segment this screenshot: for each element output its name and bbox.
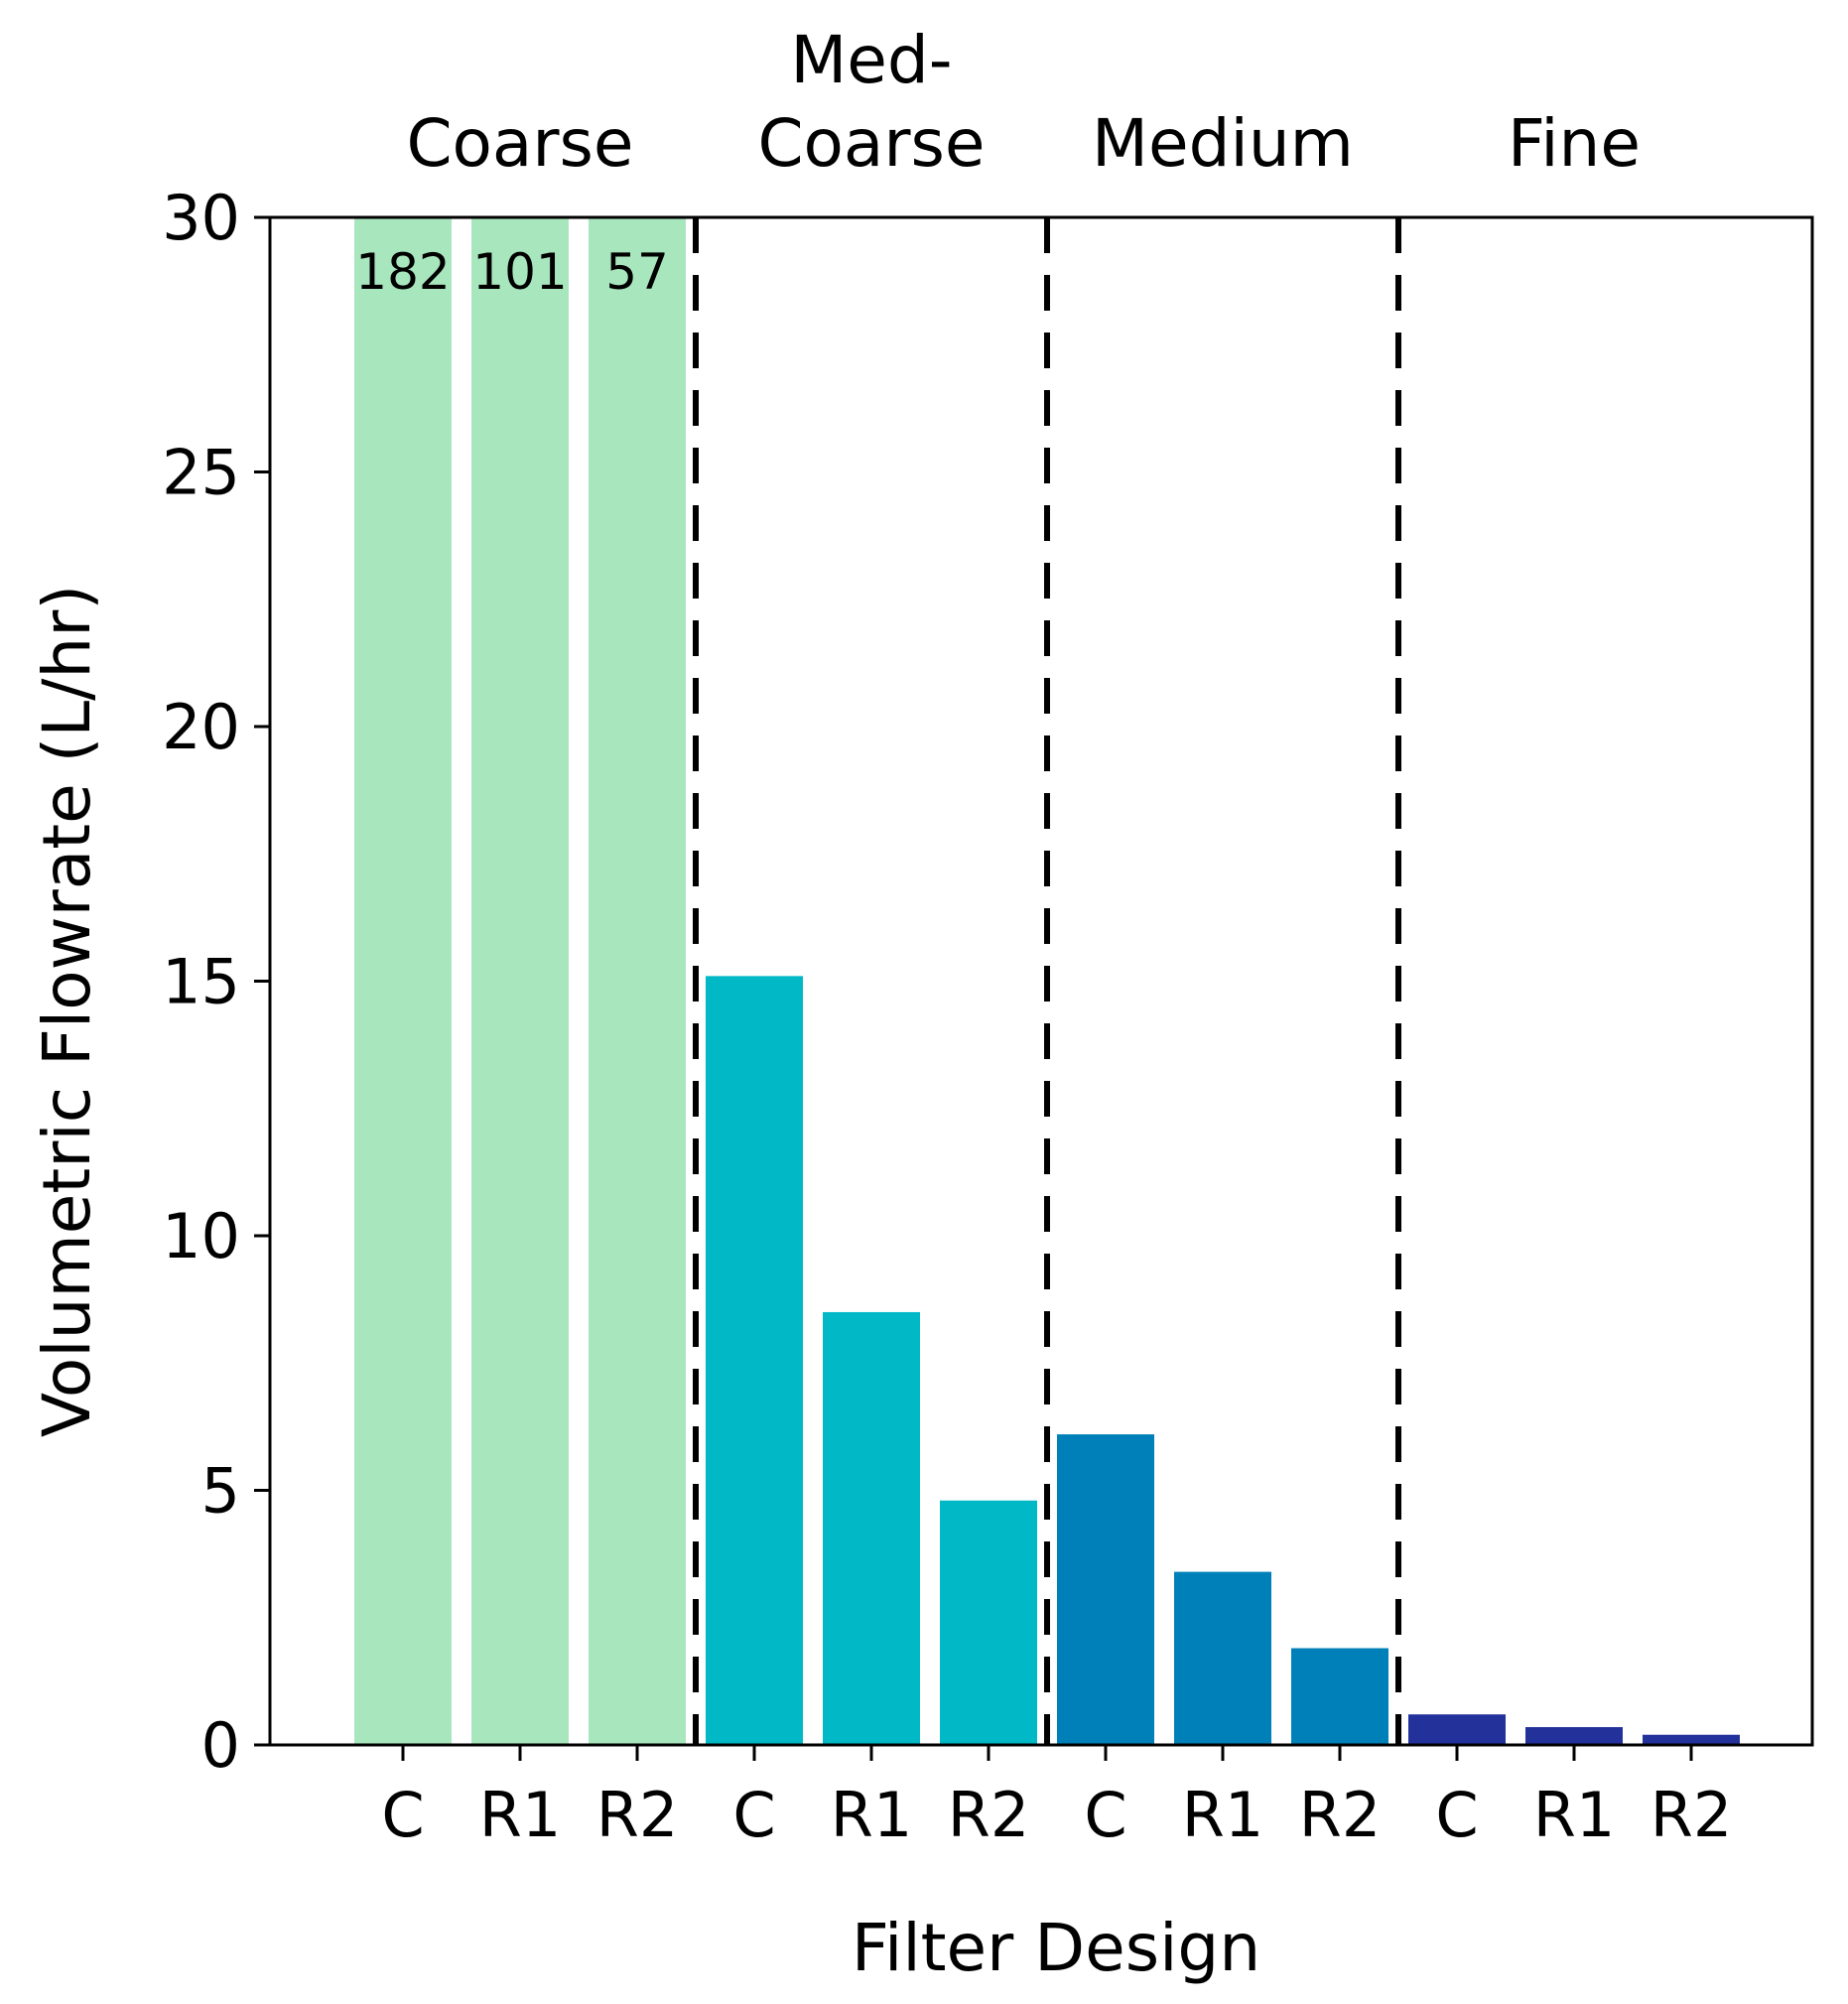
bars-layer: [354, 217, 1740, 1745]
bar: [354, 217, 452, 1745]
bar: [1057, 1434, 1154, 1745]
x-axis-title: Filter Design: [852, 1910, 1260, 1986]
x-tick-label: R1: [831, 1779, 913, 1851]
y-tick-label: 30: [162, 182, 240, 254]
bar: [471, 217, 569, 1745]
bar: [706, 976, 803, 1745]
bar: [1408, 1714, 1506, 1745]
y-tick-label: 10: [162, 1200, 240, 1272]
bar: [1291, 1648, 1388, 1745]
x-tick-label: R2: [948, 1779, 1030, 1851]
axes-layer: [254, 215, 1814, 1761]
x-tick-label: R1: [479, 1779, 562, 1851]
x-tick-label: R1: [1182, 1779, 1264, 1851]
bar: [1174, 1571, 1271, 1745]
x-tick-label: R2: [1650, 1779, 1733, 1851]
x-tick-label: C: [1084, 1779, 1126, 1851]
bar: [589, 217, 686, 1745]
x-tick-label: C: [1435, 1779, 1478, 1851]
group-label: Medium: [1092, 105, 1354, 182]
group-label: Fine: [1508, 105, 1641, 182]
bar: [940, 1500, 1037, 1745]
y-tick-label: 25: [162, 437, 240, 509]
bar-value-label: 182: [355, 243, 450, 301]
x-tick-label: C: [381, 1779, 424, 1851]
y-tick-label: 15: [162, 946, 240, 1018]
y-tick-label: 5: [201, 1455, 240, 1528]
x-tick-label: R2: [596, 1779, 679, 1851]
bar: [1643, 1734, 1740, 1745]
bar-value-label: 101: [472, 243, 567, 301]
group-label: Coarse: [406, 105, 633, 182]
y-tick-label: 20: [162, 691, 240, 763]
bar: [1525, 1727, 1623, 1745]
bar: [823, 1311, 920, 1745]
x-tick-label: R1: [1533, 1779, 1616, 1851]
y-tick-label: 0: [201, 1709, 240, 1782]
group-label: Med-: [790, 22, 952, 98]
x-tick-label: C: [732, 1779, 775, 1851]
bar-value-label: 57: [605, 243, 669, 301]
x-tick-label: R2: [1299, 1779, 1382, 1851]
group-label: Coarse: [757, 105, 985, 182]
y-axis-title: Volumetric Flowrate (L/hr): [29, 585, 105, 1437]
group-separators: [693, 217, 1401, 1745]
